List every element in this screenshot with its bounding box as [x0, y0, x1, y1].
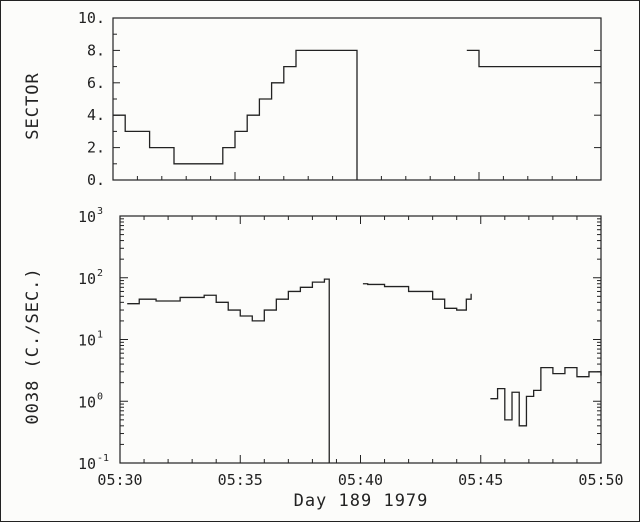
count-rate-step-line	[490, 367, 602, 427]
count-rate-y-tick-exponent: 3	[97, 206, 103, 217]
count-rate-y-tick-exponent: 0	[97, 391, 103, 402]
sector-y-ticks: 0. 2. 4. 6. 8. 10.	[78, 9, 601, 189]
x-tick-label: 05:50	[578, 471, 623, 489]
sector-y-tick-label: 4.	[87, 106, 105, 124]
count-rate-axes-frame	[119, 215, 602, 464]
x-axis-title: Day 189 1979	[294, 491, 429, 511]
sector-y-tick-label: 0.	[87, 171, 105, 189]
count-rate-trace	[127, 278, 602, 463]
sector-trace	[113, 49, 601, 180]
sector-y-tick-label: 2.	[87, 139, 105, 157]
sector-y-axis-title: SECTOR	[23, 72, 43, 139]
x-tick-label: 05:45	[458, 471, 503, 489]
count-rate-y-tick-label: 10	[78, 332, 96, 350]
count-rate-step-line	[127, 278, 330, 463]
sector-y-tick-label: 10.	[78, 9, 105, 27]
count-rate-y-tick-label: 10	[78, 270, 96, 288]
count-rate-y-tick-exponent: 2	[97, 268, 103, 279]
count-rate-x-ticks: 05:30 05:35 05:40 05:45 05:50	[97, 216, 624, 489]
sector-y-tick-label: 8.	[87, 41, 105, 59]
count-rate-step-line	[362, 283, 472, 311]
sector-step-line	[113, 49, 358, 180]
sector-y-tick-label: 6.	[87, 74, 105, 92]
count-rate-y-tick-label: 10	[78, 393, 96, 411]
x-tick-label: 05:35	[218, 471, 263, 489]
count-rate-y-tick-label: 10	[78, 208, 96, 226]
count-rate-y-axis-title: 0038 (C./SEC.)	[23, 267, 43, 424]
sector-panel: 0. 2. 4. 6. 8. 10. SECTOR	[23, 9, 602, 189]
x-tick-label: 05:30	[97, 471, 142, 489]
count-rate-y-tick-exponent: 1	[97, 330, 103, 341]
count-rate-y-tick-label: 10	[78, 455, 96, 473]
x-tick-label: 05:40	[338, 471, 383, 489]
count-rate-y-tick-exponent: -1	[97, 453, 109, 464]
sector-step-line	[466, 49, 601, 68]
